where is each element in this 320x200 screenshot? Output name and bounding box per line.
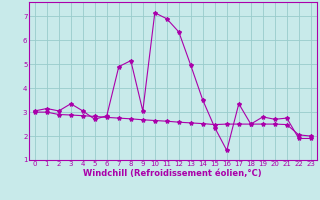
X-axis label: Windchill (Refroidissement éolien,°C): Windchill (Refroidissement éolien,°C) bbox=[84, 169, 262, 178]
